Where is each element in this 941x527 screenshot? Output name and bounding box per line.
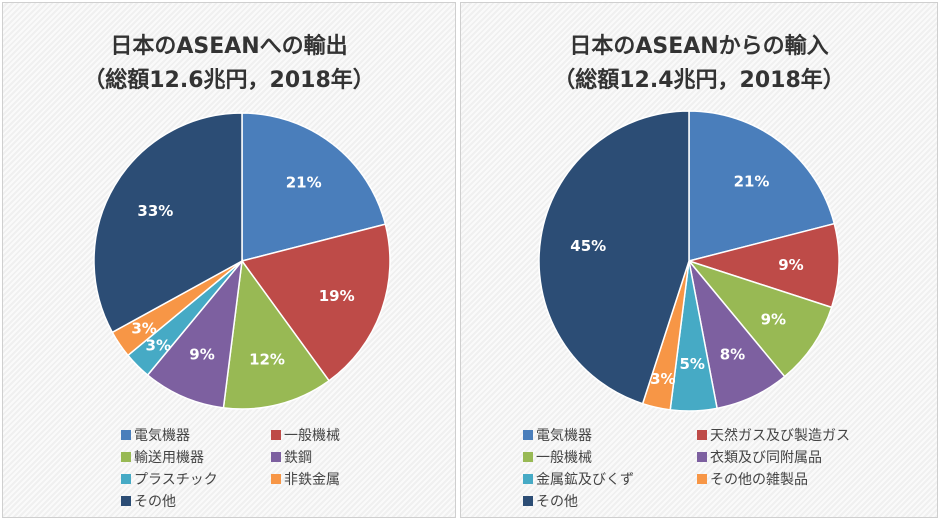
data-label: 9%	[778, 256, 803, 274]
legend-item: 電気機器	[121, 425, 190, 445]
data-label: 21%	[286, 173, 322, 191]
data-label: 21%	[734, 172, 770, 190]
legend-swatch	[271, 452, 281, 462]
legend-swatch	[121, 452, 131, 462]
legend-swatch	[523, 452, 533, 462]
legend-label: 一般機械	[284, 428, 340, 444]
legend-label: 電気機器	[536, 428, 592, 444]
legend-swatch	[121, 430, 131, 440]
legend-swatch	[271, 474, 281, 484]
pie-slice-1	[688, 110, 836, 262]
legend-label: 電気機器	[134, 428, 190, 444]
data-label: 3%	[650, 370, 675, 388]
legend-item: 一般機械	[523, 447, 592, 467]
legend-item: その他	[121, 491, 176, 511]
data-label: 3%	[146, 337, 171, 355]
legend-label: 金属鉱及びくず	[536, 472, 634, 488]
pie-slice-7	[538, 110, 690, 405]
legend-swatch	[697, 452, 707, 462]
chart-subtitle: （総額12.6兆円，2018年）	[83, 68, 375, 93]
legend-item: 鉄鋼	[271, 447, 312, 467]
legend-label: その他	[134, 494, 176, 510]
legend-label: 輸送用機器	[134, 450, 204, 466]
chart-subtitle: （総額12.4兆円，2018年）	[553, 68, 845, 93]
legend-item: その他	[523, 491, 578, 511]
legend-swatch	[271, 430, 281, 440]
legend-label: その他	[536, 494, 578, 510]
pie-slice-3	[686, 259, 833, 378]
pie-slice-2	[240, 223, 391, 382]
legend-label: 鉄鋼	[284, 450, 312, 466]
legend-swatch	[697, 474, 707, 484]
legend-item: その他の雑製品	[697, 469, 808, 489]
data-label: 8%	[720, 345, 745, 363]
legend-item: プラスチック	[121, 469, 218, 489]
legend-label: 非鉄金属	[284, 472, 340, 488]
chart-title: 日本のASEANからの輸入	[569, 34, 829, 59]
chart-title: 日本のASEANへの輸出	[110, 34, 348, 59]
legend-item: 一般機械	[271, 425, 340, 445]
pie-slice-3	[222, 259, 331, 410]
data-label: 3%	[131, 320, 156, 338]
legend-swatch	[121, 496, 131, 506]
legend-label: その他の雑製品	[710, 472, 808, 488]
pie-slice-2	[686, 222, 840, 309]
data-label: 45%	[570, 237, 606, 255]
data-label: 19%	[319, 287, 355, 305]
legend-label: プラスチック	[134, 472, 218, 488]
data-label: 33%	[137, 202, 173, 220]
export-chart-panel: 日本のASEANへの輸出 （総額12.6兆円，2018年） 21% 19% 12% 9…	[2, 2, 456, 518]
legend-swatch	[523, 496, 533, 506]
legend-label: 衣類及び同附属品	[710, 450, 822, 466]
legend-swatch	[121, 474, 131, 484]
legend-item: 非鉄金属	[271, 469, 340, 489]
legend-swatch	[697, 430, 707, 440]
legend-item: 衣類及び同附属品	[697, 447, 822, 467]
data-label: 9%	[189, 345, 214, 363]
legend-item: 電気機器	[523, 425, 592, 445]
legend-label: 一般機械	[536, 450, 592, 466]
legend-swatch	[523, 430, 533, 440]
data-label: 12%	[249, 350, 285, 368]
pie-slice-1	[241, 112, 387, 262]
import-chart-panel: 日本のASEANからの輸入 （総額12.4兆円，2018年） 21% 9% 9% 8%…	[460, 2, 938, 518]
legend-item: 金属鉱及びくず	[523, 469, 634, 489]
pie-slice-4	[146, 258, 244, 409]
pie-slice-7	[93, 112, 243, 334]
legend-label: 天然ガス及び製造ガス	[710, 428, 850, 444]
pie-chart: 21% 9% 9% 8% 5%3% 45%	[538, 110, 840, 412]
legend-item: 天然ガス及び製造ガス	[697, 425, 850, 445]
data-label: 9%	[761, 310, 786, 328]
pie-chart: 21% 19% 12% 9% 3%3% 33%	[93, 112, 391, 410]
legend-swatch	[523, 474, 533, 484]
legend-item: 輸送用機器	[121, 447, 204, 467]
data-label: 5%	[679, 355, 704, 373]
